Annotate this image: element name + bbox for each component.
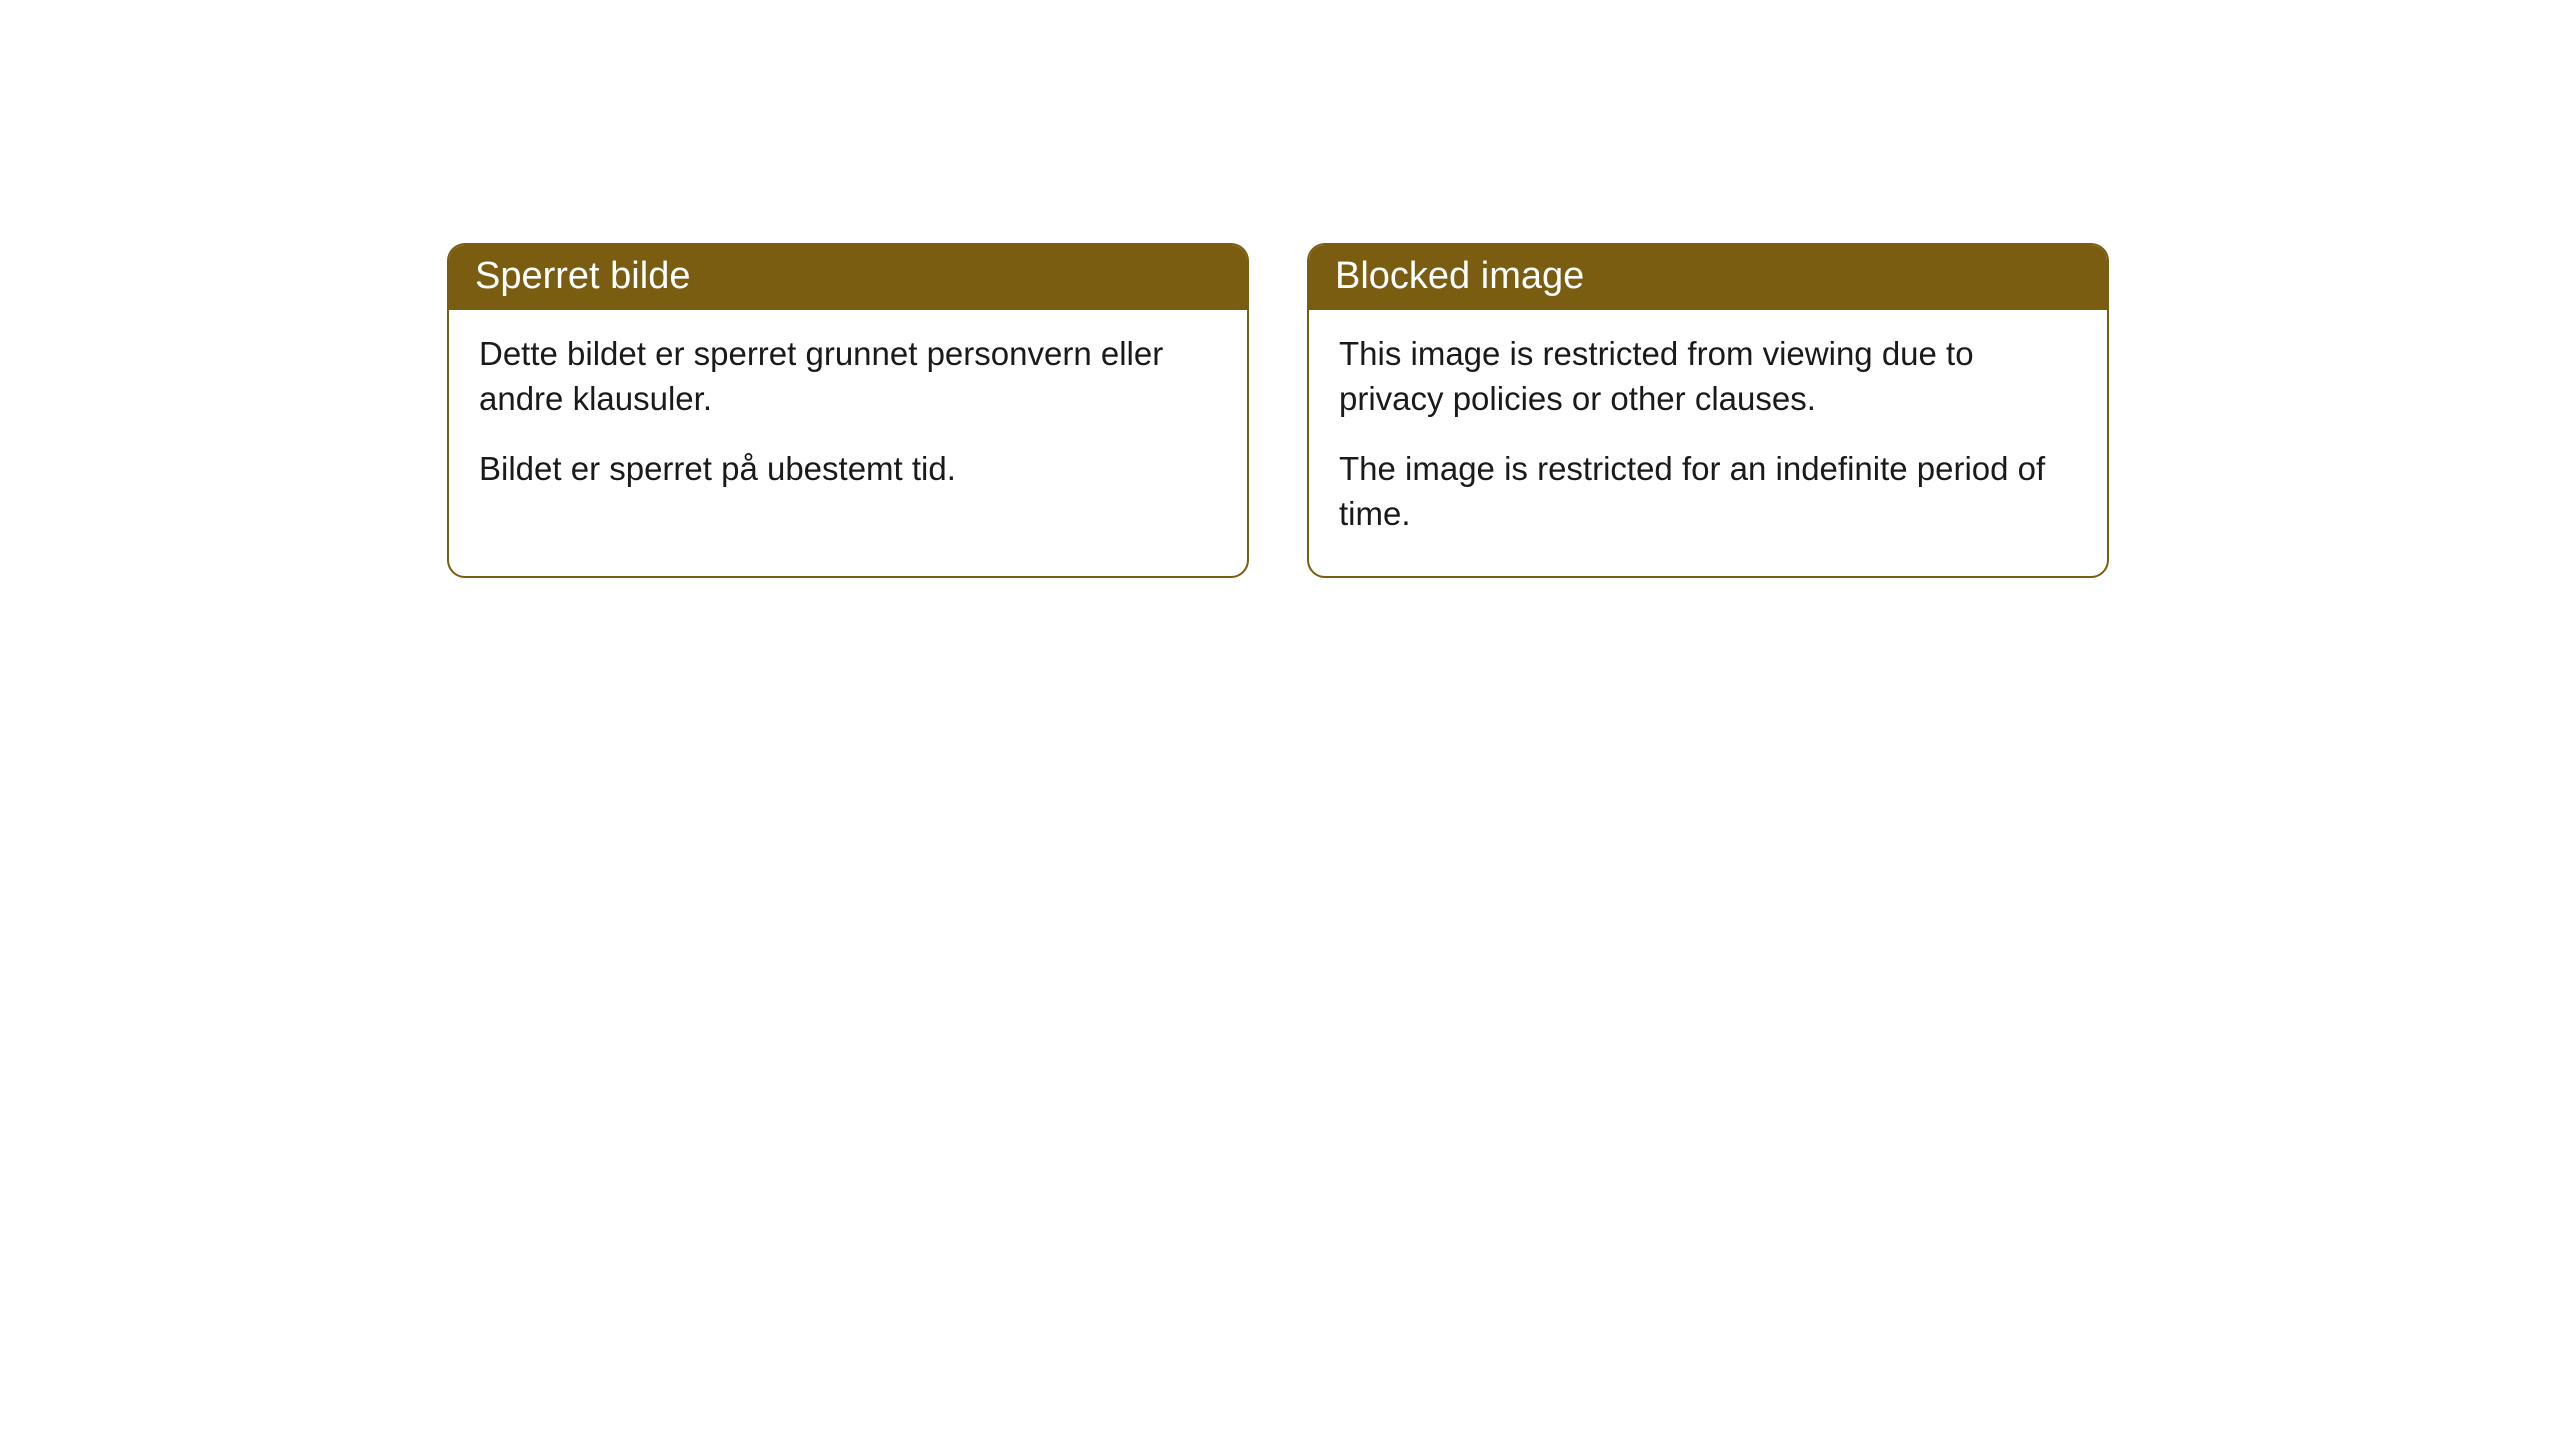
notice-card-english: Blocked image This image is restricted f… [1307,243,2109,578]
notice-card-norwegian: Sperret bilde Dette bildet er sperret gr… [447,243,1249,578]
notice-header: Blocked image [1309,245,2107,310]
notice-body: Dette bildet er sperret grunnet personve… [449,310,1247,576]
notice-paragraph: Dette bildet er sperret grunnet personve… [479,332,1217,421]
notice-container: Sperret bilde Dette bildet er sperret gr… [447,243,2109,578]
notice-paragraph: The image is restricted for an indefinit… [1339,447,2077,536]
notice-paragraph: This image is restricted from viewing du… [1339,332,2077,421]
notice-body: This image is restricted from viewing du… [1309,310,2107,576]
notice-paragraph: Bildet er sperret på ubestemt tid. [479,447,1217,492]
notice-header: Sperret bilde [449,245,1247,310]
